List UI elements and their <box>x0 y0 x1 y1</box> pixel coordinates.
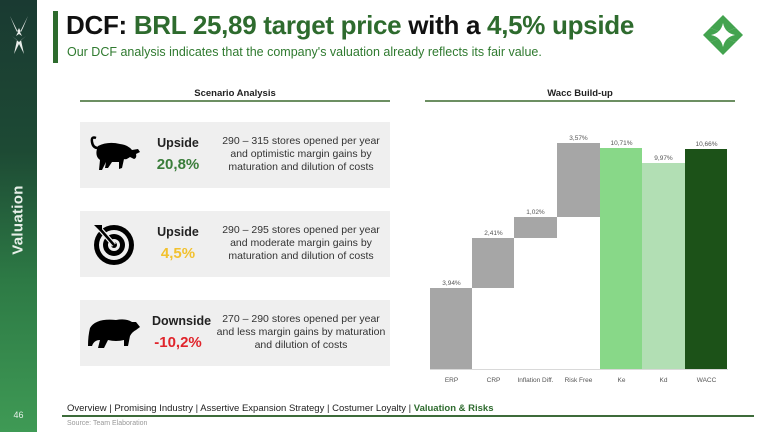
footer-rule <box>62 415 754 417</box>
bull-icon <box>90 136 140 170</box>
bar-value-label: 10,66% <box>695 141 718 148</box>
bar-ke <box>600 148 642 369</box>
bear-icon <box>88 319 140 348</box>
bar-erp <box>430 288 472 369</box>
title-accent-bar <box>53 11 58 63</box>
bar-value-label: 10,71% <box>610 140 633 147</box>
footer-nav-valuation-risks[interactable]: Valuation & Risks <box>413 403 494 414</box>
footer-navigation: Overview | Promising Industry | Assertiv… <box>67 403 494 414</box>
bar-wacc <box>685 149 727 369</box>
wings-logo-icon <box>10 16 28 54</box>
footer-nav-promising-industry[interactable]: Promising Industry <box>114 403 194 414</box>
scenario-card-target: Upside 4,5% 290 – 295 stores opened per … <box>80 211 390 277</box>
scenario-label: Upside <box>157 225 199 239</box>
scenario-label: Upside <box>157 136 199 150</box>
wacc-panel-title: Wacc Build-up <box>547 88 613 99</box>
title-price: BRL 25,89 target price <box>133 10 402 40</box>
scenario-card-bull: Upside 20,8% 290 – 315 stores opened per… <box>80 122 390 188</box>
footer-separator: | <box>406 403 414 414</box>
title-upside: 4,5% upside <box>487 10 635 40</box>
scenario-card-bear: Downside -10,2% 270 – 290 stores opened … <box>80 300 390 366</box>
x-tick-label: ERP <box>444 377 459 384</box>
page-title: DCF: BRL 25,89 target price with a 4,5% … <box>66 10 634 41</box>
brand-star-logo-icon <box>703 15 743 55</box>
bar-value-label: 9,97% <box>654 155 673 162</box>
bar-crp <box>472 238 514 288</box>
bar-inflation-diff <box>514 217 557 238</box>
scenario-description: 290 – 315 stores opened per year and opt… <box>222 135 380 173</box>
bar-kd <box>642 163 685 369</box>
bar-risk-free <box>557 143 600 217</box>
x-tick-label: Inflation Diff. <box>517 377 554 384</box>
scenario-value: -10,2% <box>154 334 202 351</box>
scenario-panel-title: Scenario Analysis <box>194 88 276 99</box>
scenario-label: Downside <box>152 314 212 328</box>
target-icon <box>94 225 134 265</box>
page-number: 46 <box>13 410 24 420</box>
bar-value-label: 2,41% <box>484 230 503 237</box>
bar-value-label: 3,57% <box>569 135 588 142</box>
x-tick-label: Risk Free <box>564 377 593 384</box>
scenario-panel-rule <box>80 100 390 102</box>
scenario-value: 20,8% <box>156 156 200 173</box>
title-middle: with a <box>401 10 488 40</box>
title-prefix: DCF: <box>66 10 134 40</box>
scenario-description: 290 – 295 stores opened per year and mod… <box>222 224 380 262</box>
wacc-panel-rule <box>425 100 735 102</box>
footer-separator: | <box>193 403 201 414</box>
footer-nav-assertive-expansion[interactable]: Assertive Expansion Strategy <box>200 403 325 414</box>
source-note: Source: Team Elaboration <box>67 420 148 427</box>
scenario-value: 4,5% <box>160 245 196 262</box>
page-subtitle: Our DCF analysis indicates that the comp… <box>67 45 542 59</box>
x-tick-label: Ke <box>617 377 626 384</box>
wacc-waterfall-chart: 3,94% 2,41% 1,02% 3,57% 10,71% 9,97% 10,… <box>425 130 735 390</box>
sidebar: Valuation 46 <box>0 0 37 432</box>
footer-nav-overview[interactable]: Overview <box>67 403 107 414</box>
bar-value-label: 3,94% <box>442 280 461 287</box>
footer-separator: | <box>106 403 115 414</box>
scenario-description: 270 – 290 stores opened per year and les… <box>216 313 386 351</box>
x-tick-label: CRP <box>486 377 501 384</box>
x-axis-line <box>430 369 728 370</box>
footer-separator: | <box>324 403 333 414</box>
footer-nav-costumer-loyalty[interactable]: Costumer Loyalty <box>332 403 407 414</box>
x-tick-label: WACC <box>696 377 717 384</box>
section-label: Valuation <box>9 185 27 255</box>
bar-value-label: 1,02% <box>526 209 545 216</box>
x-tick-label: Kd <box>659 377 668 384</box>
